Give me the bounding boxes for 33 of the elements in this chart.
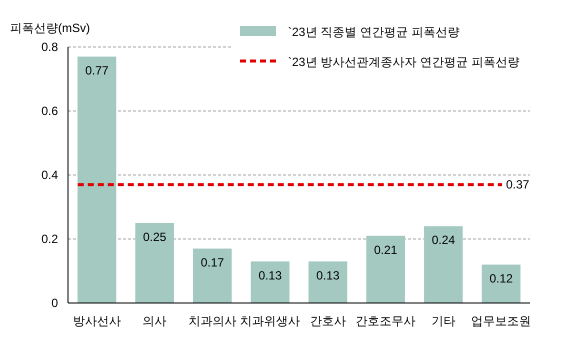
y-tick-label: 0.4 (41, 168, 58, 182)
bar (250, 261, 290, 303)
x-tick-label: 치과의사 (188, 314, 236, 328)
y-tick-label: 0.8 (41, 40, 58, 54)
legend-label: `23년 방사선관계종사자 연간평균 피폭선량 (288, 55, 520, 69)
x-tick-label: 치과위생사 (240, 314, 300, 328)
bar (135, 223, 174, 303)
y-tick-label: 0.2 (41, 232, 58, 246)
y-tick-label: 0.6 (41, 104, 58, 118)
x-tick-label: 간호사 (310, 314, 346, 328)
data-label: 0.77 (85, 64, 109, 78)
data-label: 0.24 (432, 233, 456, 248)
bar (78, 56, 116, 303)
x-tick-label: 간호조무사 (356, 314, 416, 328)
x-tick-label: 업무보조원 (471, 314, 532, 328)
bar (308, 261, 348, 303)
x-tick-label: 방사선사 (72, 314, 121, 328)
data-label: 0.25 (142, 230, 167, 244)
bar (366, 236, 405, 303)
bar (193, 248, 232, 303)
x-tick-label: 의사 (142, 314, 167, 328)
annotation: 0.37 (506, 178, 530, 192)
y-axis-title: 피폭선량(mSv) (10, 21, 90, 35)
data-label: 0.12 (489, 272, 514, 286)
bar (424, 226, 463, 303)
x-tick-label: 기타 (431, 314, 456, 328)
data-label: 0.13 (258, 268, 282, 282)
data-label: 0.17 (200, 256, 224, 270)
legend-label: `23년 직종별 연간평균 피폭선량 (288, 25, 460, 39)
y-tick-label: 0 (51, 296, 58, 310)
bar (482, 264, 520, 303)
data-label: 0.21 (374, 242, 398, 257)
data-label: 0.13 (316, 268, 340, 282)
